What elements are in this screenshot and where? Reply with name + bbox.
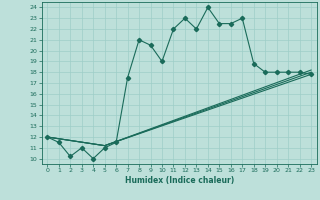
X-axis label: Humidex (Indice chaleur): Humidex (Indice chaleur): [124, 176, 234, 185]
